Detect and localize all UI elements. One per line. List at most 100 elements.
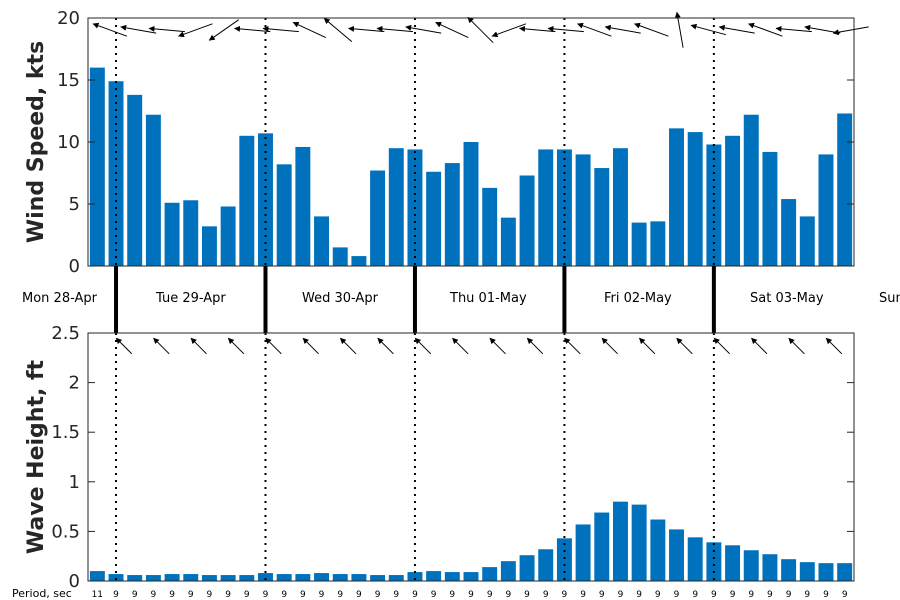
- period-value: 9: [487, 590, 493, 600]
- wave-arrow: [265, 337, 282, 355]
- period-value: 9: [692, 590, 698, 600]
- wind-arrow: [634, 22, 669, 37]
- bar: [145, 114, 161, 266]
- bar: [799, 216, 815, 266]
- bar: [258, 133, 273, 266]
- bar: [220, 206, 236, 266]
- bar: [818, 563, 834, 581]
- y-tick-label: 0: [69, 571, 80, 592]
- wave-arrow: [638, 337, 656, 355]
- bar: [201, 575, 217, 581]
- bar: [127, 94, 143, 266]
- period-value: 9: [319, 590, 325, 600]
- bar: [799, 562, 815, 581]
- bar: [575, 154, 591, 266]
- period-value: 9: [730, 590, 736, 600]
- wave-arrow: [414, 337, 432, 355]
- bar: [276, 164, 292, 266]
- wind-arrow: [467, 16, 494, 44]
- period-value: 9: [281, 590, 287, 600]
- bar: [818, 154, 834, 266]
- wind-arrow: [832, 26, 869, 36]
- bar: [351, 256, 367, 266]
- period-value: 9: [599, 590, 605, 600]
- wave-arrow: [190, 337, 207, 355]
- period-value: 9: [449, 590, 455, 600]
- period-value: 9: [431, 590, 437, 600]
- bar: [538, 149, 554, 266]
- period-value: 9: [151, 590, 157, 600]
- bar: [164, 202, 180, 266]
- period-value: 9: [113, 590, 119, 600]
- wave-arrow: [452, 337, 469, 355]
- period-value: 9: [823, 590, 829, 600]
- day-label: Fri 02-May: [604, 291, 672, 306]
- bar: [220, 575, 236, 581]
- y-tick-label: 10: [57, 132, 80, 153]
- wave-y-ticks: 0 0.5 1 1.5 2 2.5: [51, 323, 854, 592]
- period-value: 9: [188, 590, 194, 600]
- period-value: 9: [356, 590, 362, 600]
- wind-arrow: [604, 24, 641, 34]
- bar: [332, 574, 348, 581]
- day-label: Sun: [879, 291, 900, 306]
- wave-axes-box: [87, 332, 855, 582]
- bar: [370, 575, 386, 581]
- y-tick-label: 15: [57, 70, 80, 91]
- wind-arrow: [92, 22, 128, 37]
- period-value: 9: [580, 590, 586, 600]
- bar: [127, 575, 143, 581]
- bar: [837, 113, 853, 266]
- wind-arrow: [577, 22, 612, 37]
- wave-plot-area: [88, 333, 854, 581]
- wind-arrow: [491, 23, 527, 38]
- wind-arrow: [178, 23, 213, 38]
- period-label: Period, sec: [12, 587, 72, 600]
- wind-y-axis-label: Wind Speed, kts: [24, 41, 49, 243]
- wind-arrow: [435, 21, 469, 39]
- wind-arrow: [262, 25, 299, 33]
- period-value: 9: [207, 590, 213, 600]
- bar: [669, 128, 684, 266]
- y-tick-label: 2.5: [51, 323, 80, 344]
- wave-arrow: [377, 337, 394, 355]
- bar: [687, 537, 703, 581]
- wave-arrow: [676, 337, 693, 355]
- wave-bars: [89, 501, 853, 581]
- wave-arrow: [601, 337, 618, 355]
- wind-y-ticks: 0 5 10 15 20: [57, 8, 854, 277]
- wind-arrow: [718, 24, 755, 34]
- bar: [183, 200, 199, 266]
- wave-arrow: [713, 337, 731, 355]
- bar: [612, 501, 628, 581]
- day-label: Tue 29-Apr: [155, 291, 226, 306]
- period-value: 9: [337, 590, 343, 600]
- bar: [575, 524, 591, 581]
- bar: [444, 572, 460, 581]
- period-value: 9: [468, 590, 474, 600]
- y-tick-label: 1: [69, 472, 80, 493]
- bar: [781, 559, 797, 581]
- period-value: 9: [543, 590, 549, 600]
- period-value: 9: [506, 590, 512, 600]
- period-value: 9: [393, 590, 399, 600]
- bar: [145, 575, 161, 581]
- day-label: Wed 30-Apr: [302, 291, 379, 306]
- wind-arrow: [547, 25, 584, 33]
- wave-arrow: [751, 337, 768, 355]
- bar: [706, 144, 722, 266]
- period-value: 9: [674, 590, 680, 600]
- wave-arrow: [115, 337, 133, 355]
- bar: [89, 571, 105, 581]
- bar: [743, 550, 759, 581]
- period-row: 11 9 9 9 9 9 9 9 9 9 9 9 9 9 9 9 9 9 9 9 9 9 9 9 9 9 9 9 9 9 9 9 9 9 9 9 9 9 9…: [92, 590, 848, 600]
- wind-arrow: [292, 21, 327, 39]
- period-value: 9: [225, 590, 231, 600]
- wind-direction-arrows: [92, 11, 869, 48]
- bar: [183, 574, 199, 581]
- period-value: 9: [244, 590, 250, 600]
- bar: [295, 574, 311, 581]
- bar: [444, 163, 460, 266]
- bar: [669, 529, 684, 581]
- bar: [295, 146, 311, 266]
